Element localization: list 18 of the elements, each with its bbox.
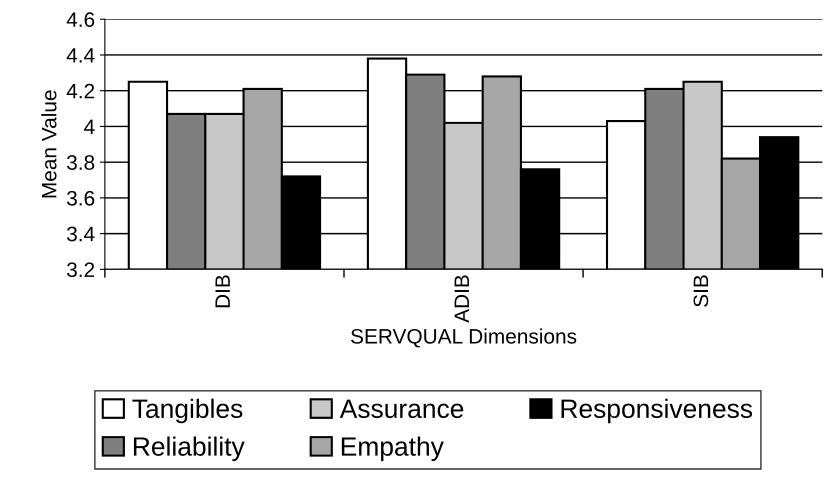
x-axis-title: SERVQUAL Dimensions [351, 328, 576, 348]
x-tick-label: DIB [215, 275, 230, 308]
y-tick-label: 3.8 [66, 155, 94, 170]
y-tick-label: 4.2 [66, 84, 94, 98]
y-tick-label: 4.6 [66, 12, 94, 27]
legend-label: Assurance [340, 400, 464, 418]
x-tick-label: ADIB [454, 275, 469, 323]
legend-label: Responsiveness [562, 398, 752, 424]
y-tick-label: 3.2 [66, 262, 94, 278]
legend-label: Tangibles [132, 398, 242, 424]
x-tick-label: SIB [694, 275, 708, 307]
y-tick-label: 3.4 [66, 226, 95, 242]
y-tick-label: 4.4 [66, 48, 95, 63]
legend-label: Reliability [134, 436, 245, 462]
legend-label: Empathy [342, 436, 444, 462]
y-tick-label: 3.6 [66, 190, 94, 206]
y-tick-label: 4 [84, 120, 95, 134]
y-axis-title: Mean Value [41, 90, 57, 198]
